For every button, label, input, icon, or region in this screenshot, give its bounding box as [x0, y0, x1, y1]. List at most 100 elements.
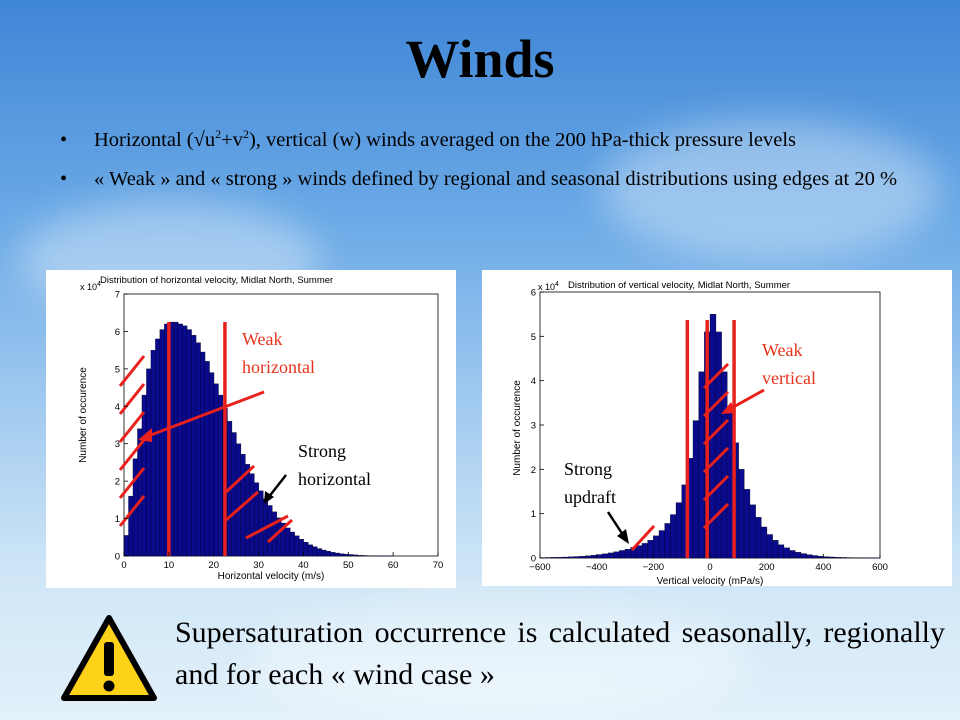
threshold-lines	[685, 320, 736, 558]
histogram-bar	[545, 557, 552, 559]
histogram-bar	[794, 552, 802, 559]
y-tick-label: 7	[115, 290, 120, 301]
vertical-velocity-chart-panel: x 104 Distribution of vertical velocity,…	[482, 270, 952, 587]
histogram-bar	[670, 514, 677, 559]
histogram-bar	[613, 551, 620, 559]
x-tick-label: 20	[208, 560, 219, 571]
histogram-bar	[155, 338, 161, 557]
histogram-bar	[195, 342, 201, 557]
bullet-list: • Horizontal (√u2+v2), vertical (w) wind…	[60, 128, 920, 206]
axis-ticks: 0 10 20 30 40 50 60 70 0 1 2 3 4 5 6 7	[115, 290, 444, 572]
x-tick-label: 60	[388, 560, 399, 571]
histogram-bar	[339, 553, 345, 557]
x-tick-label: 200	[759, 562, 775, 573]
chart-title: Distribution of vertical velocity, Midla…	[568, 280, 790, 291]
hatch-mark	[630, 524, 656, 552]
histogram-bar	[777, 544, 785, 559]
histogram-bar	[334, 552, 340, 557]
y-tick-label: 5	[531, 332, 536, 343]
x-tick-label: −400	[586, 562, 607, 573]
y-multiplier: x 104	[80, 281, 101, 292]
x-tick-label: 30	[253, 560, 264, 571]
bullet-item: • « Weak » and « strong » winds defined …	[60, 167, 920, 192]
y-multiplier: x 104	[538, 281, 559, 292]
histogram-bar	[590, 555, 598, 559]
weak-arrow-head	[138, 428, 152, 442]
histogram-bar	[123, 535, 129, 557]
bullet-dot-icon: •	[60, 129, 68, 151]
y-tick-label: 2	[115, 477, 120, 488]
histogram-bar	[177, 323, 183, 557]
y-axis-label: Number of occurence	[78, 367, 89, 463]
chart-header: x 104 Distribution of horizontal velocit…	[80, 275, 333, 292]
y-tick-label: 1	[531, 509, 536, 520]
histogram-bar	[294, 535, 300, 557]
weak-arrow	[727, 388, 765, 412]
histogram-bar	[789, 550, 796, 559]
x-tick-label: −200	[643, 562, 664, 573]
histogram-bar	[298, 539, 304, 557]
y-tick-label: 4	[531, 376, 536, 387]
histogram-bar	[218, 394, 224, 557]
y-tick-label: 0	[531, 554, 536, 565]
histogram-bar	[303, 542, 309, 557]
histogram-bar	[783, 547, 790, 559]
y-tick-label: 3	[115, 439, 120, 450]
hatch-mark	[118, 411, 146, 443]
bullet-dot-icon: •	[60, 168, 68, 190]
histogram-bar	[675, 502, 683, 559]
histogram-bar	[743, 489, 751, 559]
histogram-bar	[653, 535, 660, 559]
histogram-bar	[316, 548, 322, 557]
hatch-mark	[225, 490, 259, 522]
histogram-bar	[738, 469, 745, 559]
strong-arrow	[267, 474, 287, 499]
strong-updraft-label: Strong	[564, 459, 612, 479]
warning-text: Supersaturation occurrence is calculated…	[175, 616, 945, 691]
threshold-lines	[167, 322, 227, 556]
histogram-bar	[191, 335, 197, 557]
histogram-bar	[811, 555, 819, 559]
histogram-bar	[823, 556, 830, 559]
y-tick-label: 6	[115, 327, 120, 338]
histogram-bar	[692, 420, 700, 559]
x-axis-label: Vertical velocity (mPa/s)	[657, 576, 764, 586]
histogram-bar	[579, 556, 586, 559]
histogram-bar	[636, 545, 643, 559]
histogram-bar	[312, 546, 318, 557]
horizontal-velocity-chart: x 104 Distribution of horizontal velocit…	[78, 275, 444, 582]
histogram-bar	[348, 554, 354, 557]
x-tick-label: −600	[529, 562, 550, 573]
histogram-bar	[231, 432, 237, 557]
weak-horizontal-label: Weak	[242, 329, 283, 349]
histogram-bar	[641, 543, 649, 559]
y-tick-label: 2	[531, 465, 536, 476]
histogram-bar	[146, 368, 152, 557]
histogram-bar	[235, 443, 242, 557]
histogram-bar	[658, 530, 666, 559]
histogram-bar	[321, 549, 327, 557]
strong-arrow-head	[617, 529, 629, 544]
x-tick-label: 400	[815, 562, 831, 573]
histogram-bar	[307, 544, 313, 557]
horizontal-velocity-chart-panel: x 104 Distribution of horizontal velocit…	[46, 270, 456, 588]
histogram-bar	[352, 554, 358, 557]
vertical-velocity-chart: x 104 Distribution of vertical velocity,…	[512, 280, 888, 587]
histogram-bar	[276, 517, 282, 557]
histogram-bar	[772, 540, 779, 559]
histogram-bar	[204, 361, 210, 557]
x-tick-label: 600	[872, 562, 888, 573]
y-tick-label: 3	[531, 421, 536, 432]
histogram-bars	[123, 321, 394, 557]
background-cloud	[250, 600, 750, 720]
histogram-bar	[182, 325, 188, 557]
x-tick-label: 40	[298, 560, 309, 571]
histogram-bar	[726, 411, 734, 559]
histogram-bar	[267, 505, 273, 557]
histogram-bar	[249, 473, 255, 557]
histogram-bar	[800, 553, 807, 559]
histogram-bar	[289, 531, 295, 557]
histogram-bar	[325, 550, 331, 557]
histogram-bar	[596, 554, 603, 559]
histogram-bar	[258, 490, 264, 557]
